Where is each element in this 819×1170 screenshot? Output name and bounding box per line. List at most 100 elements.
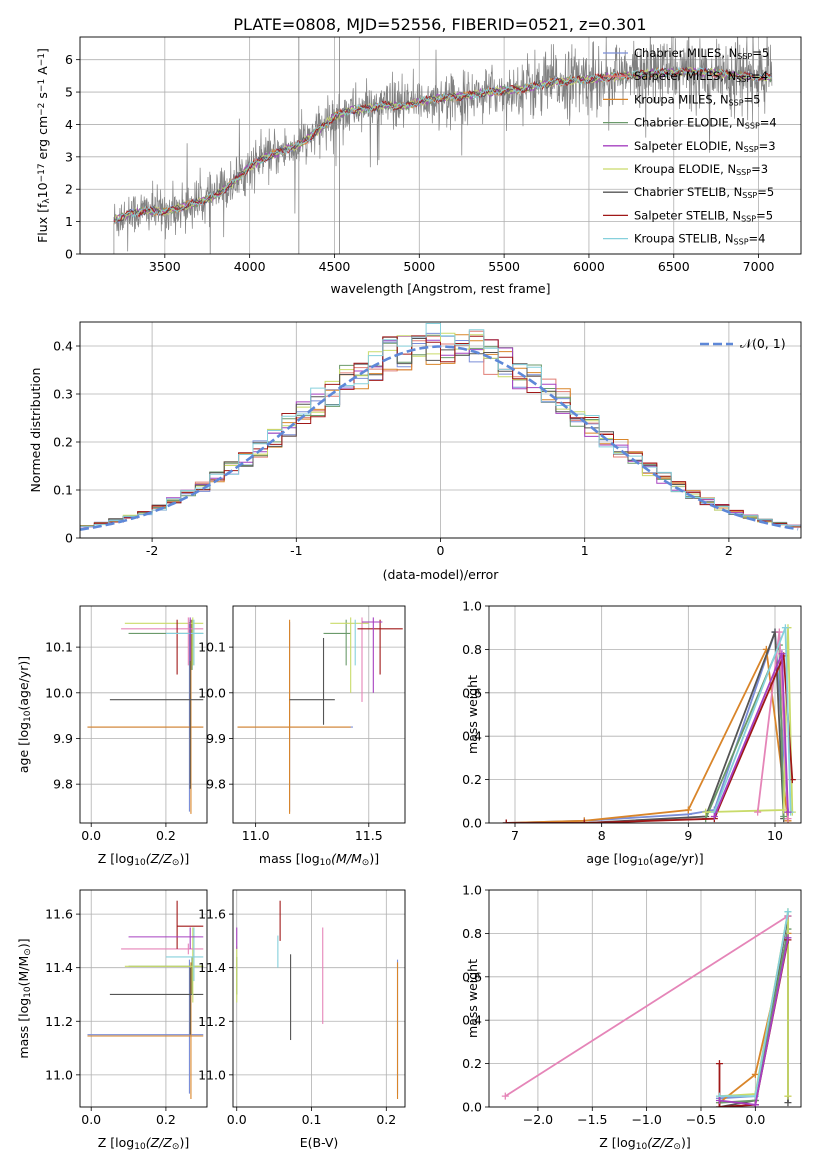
x-tick-label: 6000: [573, 259, 605, 274]
y-tick-label: 9.9: [53, 731, 73, 746]
y-tick-label: 9.8: [206, 777, 226, 792]
errorbar-point: [121, 617, 204, 666]
spectrum-model-line: [113, 66, 772, 225]
legend-entry: 𝒩(0, 1): [740, 336, 786, 351]
y-axis-label: Normed distribution: [28, 368, 43, 493]
weight_vs_Z-plot: [501, 908, 792, 1107]
weight_vs_age-plot: [502, 624, 796, 823]
x-tick-label: −1.0: [631, 1112, 661, 1127]
x-axis-label: E(B-V): [300, 1135, 339, 1150]
weight-series: [502, 628, 792, 823]
y-tick-label: 10.1: [45, 640, 73, 655]
y-axis-label: mass weight: [465, 959, 480, 1038]
x-tick-label: 0.0: [227, 1112, 247, 1127]
y-tick-label: 1: [65, 214, 73, 229]
y-tick-label: 11.2: [45, 1014, 73, 1029]
y-tick-label: 0.8: [462, 642, 482, 657]
errorbar-point: [109, 967, 204, 1035]
errorbar-point: [87, 619, 204, 814]
y-tick-label: 0.4: [53, 339, 73, 354]
x-axis-label: wavelength [Angstrom, rest frame]: [330, 281, 550, 296]
gaussian-curve: [80, 345, 799, 531]
y-tick-label: 11.0: [45, 1067, 73, 1082]
y-tick-label: 0.4: [462, 729, 482, 744]
age_vs_mass-plot: [237, 617, 403, 814]
y-tick-label: 11.2: [198, 1014, 226, 1029]
residuals-legend: 𝒩(0, 1): [700, 336, 786, 351]
y-tick-label: 11.6: [198, 907, 226, 922]
errorbar-point: [362, 617, 383, 693]
y-tick-label: 1.0: [462, 599, 482, 614]
axes-frame: [79, 889, 208, 1108]
x-tick-label: 0.2: [156, 1112, 176, 1127]
errorbar-point: [121, 943, 204, 955]
weight-marker: [502, 819, 510, 823]
x-tick-label: 7: [511, 828, 519, 843]
legend-entry: Chabrier STELIB, NSSP=5: [634, 185, 774, 200]
legend-entry: Salpeter STELIB, NSSP=5: [634, 208, 773, 223]
x-tick-label: 7000: [743, 259, 775, 274]
axes-frame: [79, 321, 802, 539]
weight-marker: [715, 1060, 723, 1068]
y-tick-label: 0.2: [462, 772, 482, 787]
axes-mass_vs_Z: 0.0 0.2 11.0 11.2 11.4 11.6 Z [log10(Z/Z⊙)] mas…: [16, 889, 208, 1152]
y-tick-label: 0.0: [462, 816, 482, 831]
axes-age_vs_mass: 11.0 11.5 9.8 9.9 10.0 10.1 mass [log10(M/M⊙)]: [198, 605, 406, 868]
weight-marker: [780, 812, 788, 820]
weight-line: [504, 915, 789, 1097]
y-axis-label: mass [log10(M/M⊙)]: [16, 938, 33, 1058]
weight-marker: [784, 934, 792, 942]
y-tick-label: 10.0: [198, 685, 226, 700]
spectrum-data-line: [113, 37, 773, 254]
y-tick-label: 6: [65, 52, 73, 67]
y-tick-label: 3: [65, 149, 73, 164]
weight-marker: [781, 624, 789, 632]
y-tick-label: 4: [65, 117, 73, 132]
weight-marker: [501, 1092, 509, 1100]
x-tick-label: 0.0: [745, 1112, 765, 1127]
weight-marker: [775, 628, 783, 636]
legend-entry: Chabrier MILES, NSSP=5: [634, 46, 769, 61]
weight-marker: [715, 1103, 723, 1107]
errorbar-point: [165, 619, 204, 666]
y-tick-label: 0.6: [462, 969, 482, 984]
x-tick-label: 9: [684, 828, 692, 843]
axes-frame: [488, 889, 802, 1108]
x-tick-label: 4500: [319, 259, 351, 274]
errorbar-point: [237, 621, 353, 812]
axes-mass_vs_ebv: 0.0 0.1 0.2 11.0 11.2 11.4 11.6 E(B-V): [198, 889, 406, 1150]
mass_vs_Z-plot: [87, 900, 204, 1099]
y-tick-label: 0.4: [462, 1013, 482, 1028]
x-axis-label: (data-model)/error: [383, 567, 500, 582]
y-tick-label: 0.2: [462, 1056, 482, 1071]
x-tick-label: −1.5: [577, 1112, 607, 1127]
x-tick-label: 0.2: [376, 1112, 396, 1127]
weight-line: [719, 915, 789, 1107]
weight-marker: [784, 908, 792, 916]
weight-marker: [751, 1101, 759, 1107]
y-tick-label: 5: [65, 85, 73, 100]
errorbar-point: [87, 959, 204, 1094]
legend-entry: Kroupa STELIB, NSSP=4: [634, 232, 765, 247]
weight-series: [715, 934, 792, 1107]
x-tick-label: −0.5: [686, 1112, 716, 1127]
x-axis-label: Z [log10(Z/Z⊙)]: [599, 1135, 690, 1152]
x-tick-label: -2: [146, 543, 158, 558]
axes-frame: [79, 605, 208, 824]
errorbar-point: [87, 962, 204, 1099]
errorbar-point: [124, 617, 204, 666]
weight-series: [715, 912, 792, 1107]
y-tick-label: 1.0: [462, 883, 482, 898]
y-tick-label: 10.1: [198, 640, 226, 655]
x-tick-label: 0.1: [302, 1112, 322, 1127]
y-tick-label: 0.3: [53, 387, 73, 402]
mass_vs_ebv-plot: [236, 900, 399, 1099]
x-tick-label: 5500: [488, 259, 520, 274]
errorbar-point: [87, 621, 204, 812]
weight-series: [715, 912, 792, 1102]
legend-entry: Kroupa ELODIE, NSSP=3: [634, 162, 768, 177]
axes-frame: [488, 605, 802, 824]
y-tick-label: 0.8: [462, 926, 482, 941]
weight-marker: [784, 808, 792, 816]
x-tick-label: 6500: [658, 259, 690, 274]
